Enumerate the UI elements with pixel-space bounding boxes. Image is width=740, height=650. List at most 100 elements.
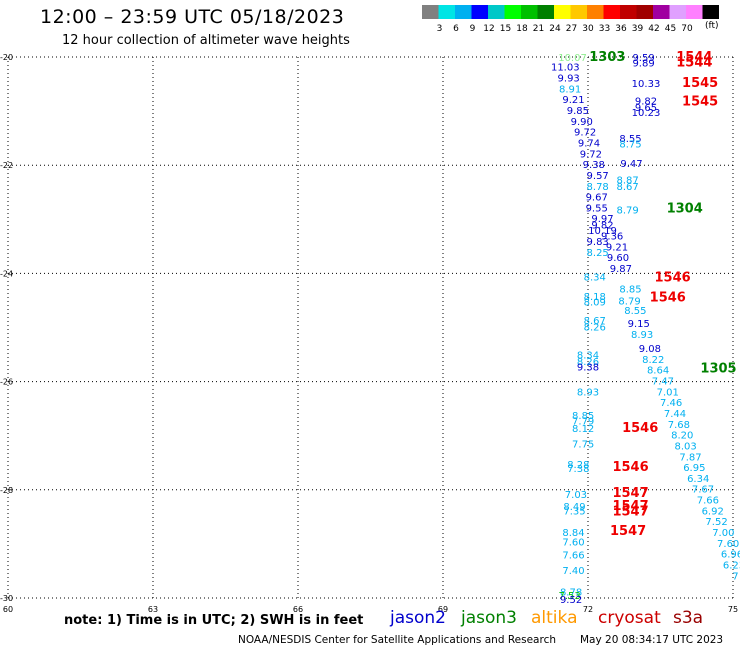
wave-height-label: 7.47 (652, 377, 674, 388)
wave-height-label: 8.85 (619, 285, 641, 296)
color-swatch (438, 5, 455, 19)
time-label: 1546 (654, 271, 690, 286)
wave-height-label: 9.36 (601, 232, 623, 243)
wave-height-label: 10.19 (588, 226, 617, 237)
color-tick-label: 18 (516, 24, 528, 34)
time-label: 1546 (622, 421, 658, 436)
color-tick-label: 27 (566, 24, 577, 34)
chart-title: 12:00 – 23:59 UTC 05/18/2023 (40, 6, 345, 28)
wave-height-label: 9.57 (587, 171, 609, 182)
color-swatch (620, 5, 637, 19)
wave-height-label: 9.08 (639, 344, 661, 355)
wave-height-label: 9.82 (635, 96, 657, 107)
legend-jason3: jason3 (461, 608, 517, 628)
color-swatch (422, 5, 439, 19)
legend-altika: altika (531, 608, 578, 628)
wave-height-label: 9.97 (591, 214, 613, 225)
y-tick-label: -26 (0, 378, 13, 387)
time-label: 1545 (682, 94, 718, 109)
wave-height-label: 8.64 (647, 366, 669, 377)
wave-height-label: 8.55 (619, 134, 641, 145)
wave-height-label: 8.79 (617, 206, 639, 217)
x-tick-label: 63 (148, 605, 158, 614)
wave-height-label: 7.68 (668, 420, 690, 431)
wave-height-label: 9.65 (635, 103, 657, 114)
color-tick-label: 21 (533, 24, 544, 34)
wave-height-label: 8.79 (618, 296, 640, 307)
wave-height-label: 9.67 (586, 193, 608, 204)
y-tick-label: -30 (0, 594, 13, 603)
footer-note: note: 1) Time is in UTC; 2) SWH is in fe… (64, 613, 364, 628)
y-tick-label: -22 (0, 161, 13, 170)
wave-height-label: 9.82 (591, 221, 613, 232)
color-tick-label: 15 (500, 24, 511, 34)
wave-height-label: 10.33 (632, 79, 661, 90)
legend-cryosat: cryosat (598, 608, 661, 628)
legend-s3a: s3a (673, 608, 704, 628)
color-swatch (702, 5, 719, 19)
wave-height-label: 9.87 (610, 264, 632, 275)
color-tick-label: 6 (453, 24, 459, 34)
wave-height-label: 9.52 (560, 595, 582, 606)
wave-height-label: 7.53 (559, 591, 581, 602)
wave-height-label: 8.18 (584, 292, 606, 303)
wave-height-label: 9.72 (574, 128, 596, 139)
chart-subtitle: 12 hour collection of altimeter wave hei… (62, 33, 350, 48)
color-swatch (603, 5, 620, 19)
wave-height-label: 8.25 (587, 248, 609, 259)
color-tick-label: 33 (599, 24, 610, 34)
wave-height-label: 9.90 (571, 117, 593, 128)
footer-credit: NOAA/NESDIS Center for Satellite Applica… (238, 634, 556, 646)
wave-height-label: 8.34 (577, 351, 599, 362)
wave-height-label: 7.40 (562, 566, 584, 577)
wave-height-label: 9.93 (558, 74, 580, 85)
wave-height-label: 8.28 (567, 460, 589, 471)
wave-height-label: 6.92 (702, 506, 724, 517)
color-tick-label: 12 (483, 24, 494, 34)
color-tick-label: 42 (648, 24, 659, 34)
color-tick-label: 45 (665, 24, 676, 34)
x-tick-label: 75 (728, 605, 738, 614)
wave-height-label: 9.21 (562, 95, 584, 106)
wave-height-label: 8.20 (671, 431, 693, 442)
color-tick-label: 9 (470, 24, 476, 34)
wave-height-label: 6.23 (723, 560, 740, 571)
wave-height-label: 8.55 (624, 306, 646, 317)
footer-timestamp: May 20 08:34:17 UTC 2023 (580, 634, 724, 646)
color-tick-label: 24 (549, 24, 561, 34)
wave-height-label: 7.00 (712, 528, 734, 539)
wave-height-label: 8.91 (559, 84, 581, 95)
color-swatch (636, 5, 653, 19)
color-tick-label: 3 (437, 24, 443, 34)
x-tick-label: 72 (583, 605, 593, 614)
wave-height-label: 8.85 (572, 411, 594, 422)
wave-height-label: 9.38 (583, 160, 605, 171)
wave-height-label: 9.55 (586, 203, 608, 214)
wave-height-label: 7.60 (562, 538, 584, 549)
time-label: 1546 (612, 460, 648, 475)
wave-height-label: 8.93 (577, 387, 599, 398)
y-tick-label: -20 (0, 53, 13, 62)
wave-height-label: 9.38 (577, 362, 599, 373)
wave-height-label: 9.47 (620, 159, 642, 170)
wave-height-label: 7.38 (567, 464, 589, 475)
wave-height-label: 9.74 (578, 138, 600, 149)
wave-height-label: 7.52 (705, 517, 727, 528)
wave-height-label: 8.09 (584, 298, 606, 309)
wave-height-label: 9.60 (607, 253, 629, 264)
time-label: 1547 (612, 486, 648, 501)
time-label: 1547 (610, 524, 646, 539)
color-swatch (587, 5, 604, 19)
wave-height-label: 8.34 (584, 273, 606, 284)
time-label: 1303 (589, 50, 625, 65)
wave-height-label: 8.93 (631, 330, 653, 341)
wave-height-label: 10.23 (632, 108, 661, 119)
color-swatch (455, 5, 472, 19)
color-scale-unit: (ft) (705, 21, 719, 31)
time-label: 1544 (676, 55, 712, 70)
wave-height-label: 7.66 (697, 496, 719, 507)
time-label: 1547 (612, 504, 648, 519)
wave-height-label: 8.49 (563, 502, 585, 513)
wave-height-label: 8.75 (619, 140, 641, 151)
wave-height-label: 8.26 (584, 322, 606, 333)
